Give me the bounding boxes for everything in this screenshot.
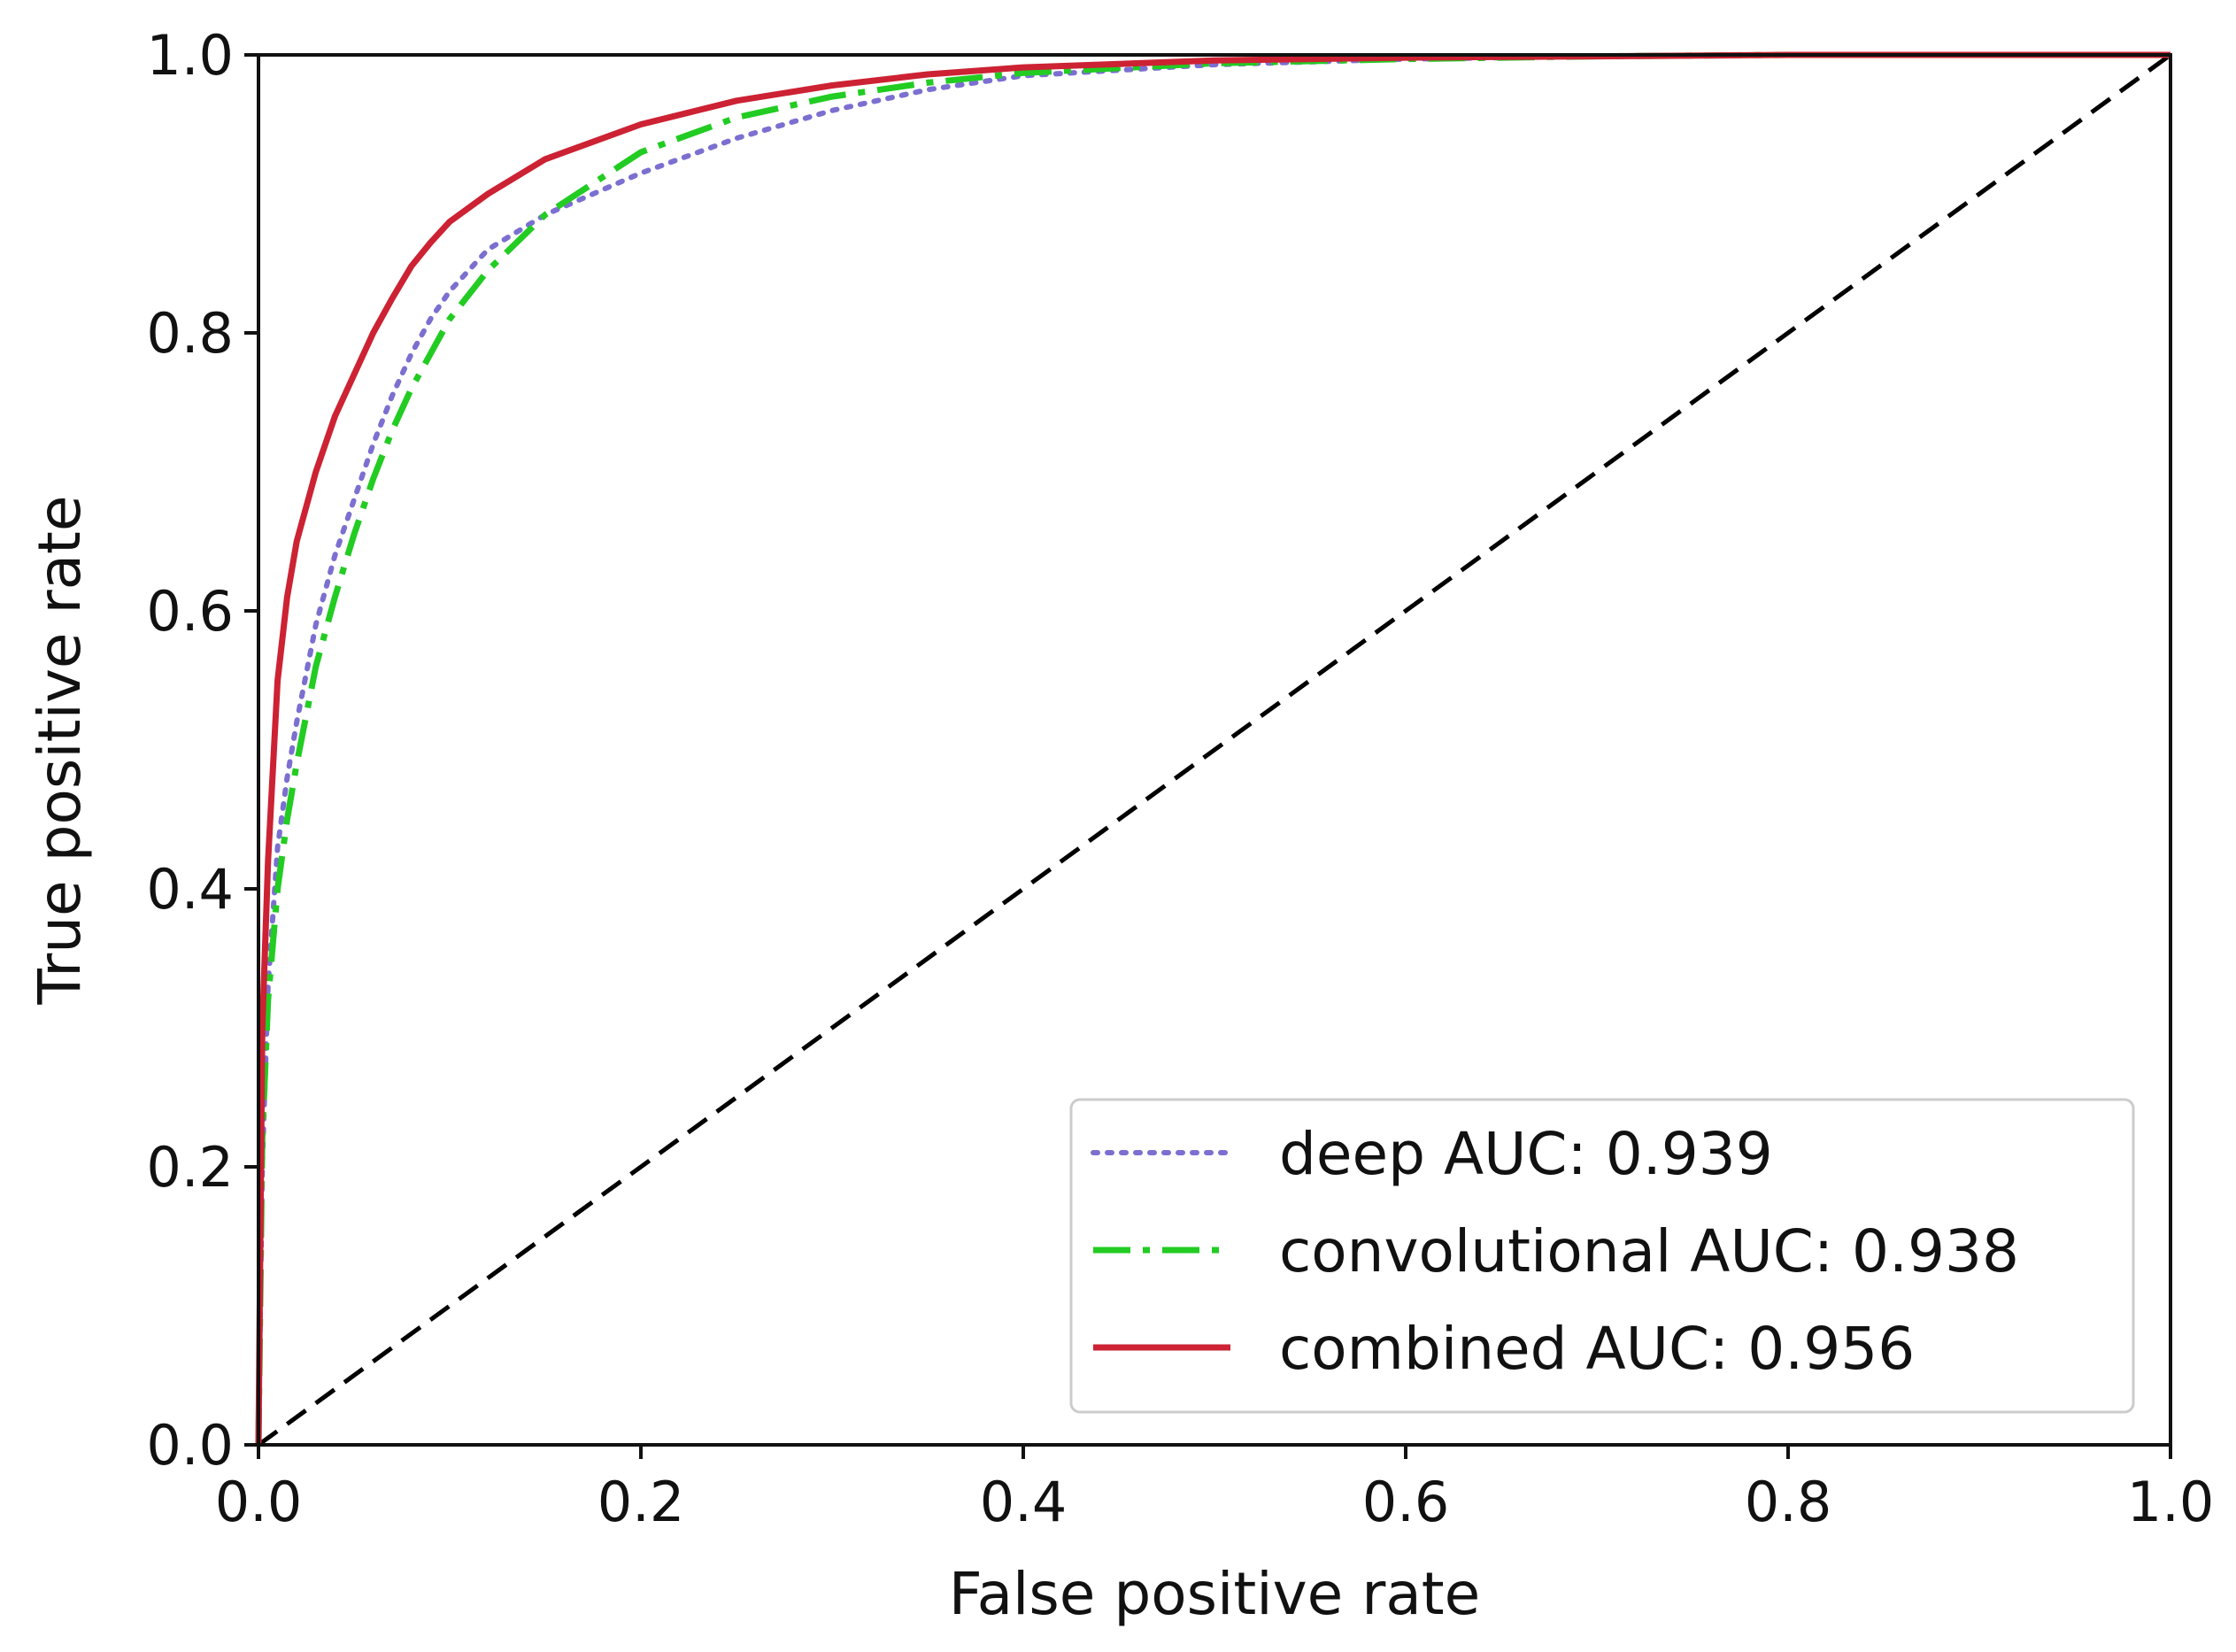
x-tick-label: 1.0 [2127,1470,2215,1534]
legend-box [1069,1098,2135,1414]
y-tick-label: 0.6 [146,579,234,644]
legend-label-deep: deep AUC: 0.939 [1279,1120,1773,1188]
x-axis-ticks: 0.0 0.2 0.4 0.6 0.8 1.0 [215,1445,2215,1534]
y-tick-label: 0.4 [146,857,234,922]
y-axis-label: True positive rate [26,495,94,1005]
x-tick-label: 0.8 [1745,1470,1832,1534]
y-tick-label: 0.8 [146,301,234,366]
x-tick-label: 0.0 [215,1470,303,1534]
legend-label-convolutional: convolutional AUC: 0.938 [1279,1217,2019,1285]
x-tick-label: 0.4 [980,1470,1068,1534]
legend-entries: deep AUC: 0.939 convolutional AUC: 0.938 c… [1091,1120,2019,1383]
legend-label-combined: combined AUC: 0.956 [1279,1315,1915,1383]
y-axis-ticks: 0.0 0.2 0.4 0.6 0.8 1.0 [146,23,258,1478]
y-tick-label: 0.2 [146,1135,234,1200]
x-axis-label: False positive rate [949,1560,1481,1628]
y-tick-label: 1.0 [146,23,234,88]
legend: deep AUC: 0.939 convolutional AUC: 0.938 c… [1069,1098,2135,1414]
x-tick-label: 0.6 [1362,1470,1450,1534]
plot-frame [257,53,2172,1447]
series-line-combined [255,51,2170,1446]
y-tick-label: 0.0 [146,1413,234,1478]
x-tick-label: 0.2 [598,1470,685,1534]
series-layer [255,51,2173,1447]
series-line-chance [257,52,2172,1447]
